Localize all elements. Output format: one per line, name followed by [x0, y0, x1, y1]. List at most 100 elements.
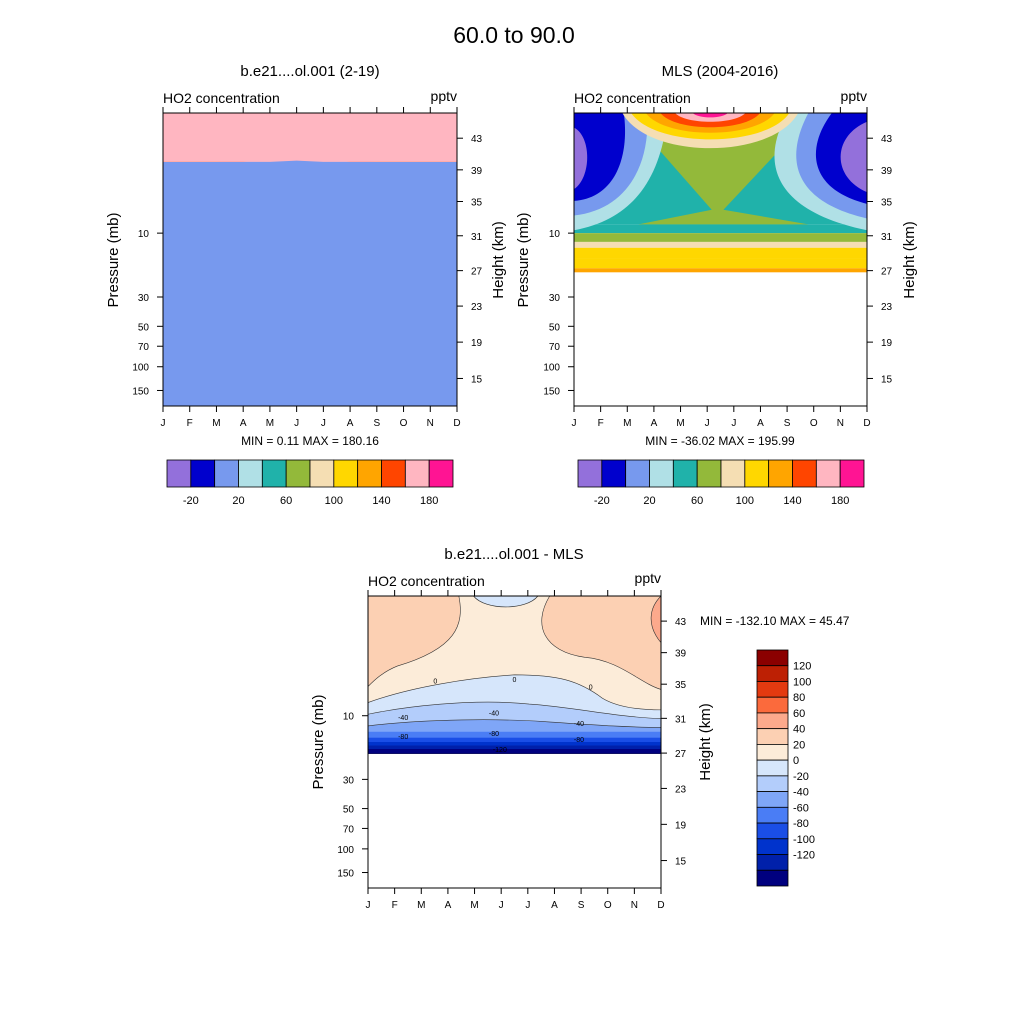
y-tick-label: 150	[543, 386, 560, 397]
x-tick-label: S	[578, 900, 585, 911]
colorbar-label: -20	[594, 495, 610, 507]
colorbar-label: 100	[325, 495, 343, 507]
contour-band	[574, 224, 867, 234]
colorbar-label: 140	[783, 495, 801, 507]
colorbar-label: 100	[736, 495, 754, 507]
colorbar-label: 20	[643, 495, 655, 507]
x-tick-label: N	[427, 418, 434, 429]
colorbar-swatch	[744, 459, 770, 488]
y-tick-right-label: 15	[881, 374, 893, 385]
y-tick-right-label: 27	[471, 267, 483, 278]
colorbar-swatch	[261, 459, 287, 488]
y-tick-right-label: 19	[881, 338, 893, 349]
x-tick-label: A	[347, 418, 354, 429]
panel-model-subtitle: HO2 concentration	[163, 90, 280, 106]
colorbar-swatch	[601, 459, 627, 488]
contour-band	[368, 745, 661, 750]
colorbar-swatch	[839, 459, 865, 488]
panel-mls-stats: MIN = -36.02 MAX = 195.99	[645, 434, 795, 448]
colorbar-swatch	[625, 459, 650, 488]
panel-diff-ylabel: Pressure (mb)	[310, 694, 327, 789]
x-tick-label: J	[294, 418, 299, 429]
contour-band	[574, 272, 867, 406]
x-tick-label: M	[417, 900, 425, 911]
colorbar-swatch	[756, 696, 789, 714]
colorbar-swatch	[756, 854, 789, 871]
colorbar-label: 140	[372, 495, 390, 507]
x-tick-label: A	[757, 418, 764, 429]
colorbar-swatch	[404, 459, 430, 488]
y-tick-right-label: 19	[675, 820, 687, 831]
x-tick-label: O	[810, 418, 818, 429]
contour-label: 0	[589, 684, 593, 691]
y-tick-right-label: 23	[471, 302, 483, 313]
contour-band	[368, 742, 661, 746]
colorbar-swatch	[381, 459, 406, 488]
x-tick-label: D	[657, 900, 664, 911]
colorbar-swatch	[166, 459, 192, 488]
x-tick-label: J	[366, 900, 371, 911]
y-tick-label: 50	[549, 322, 561, 333]
y-tick-right-label: 27	[881, 267, 893, 278]
y-tick-label: 70	[343, 824, 355, 835]
colorbar-label: 120	[793, 661, 811, 673]
colorbar-label: 20	[232, 495, 244, 507]
y-tick-right-label: 39	[881, 166, 893, 177]
y-tick-right-label: 27	[675, 749, 687, 760]
y-tick-right-label: 31	[881, 232, 893, 243]
x-tick-label: F	[392, 900, 398, 911]
colorbar-swatch	[238, 459, 263, 488]
colorbar-swatch	[756, 649, 789, 667]
colorbar-label: 40	[793, 724, 805, 736]
x-tick-label: S	[784, 418, 791, 429]
colorbar-label: -80	[793, 818, 809, 830]
contour-band	[368, 737, 661, 742]
y-tick-right-label: 43	[675, 617, 687, 628]
colorbar-swatch	[768, 459, 793, 488]
x-tick-label: J	[499, 900, 504, 911]
x-tick-label: J	[161, 418, 166, 429]
x-tick-label: A	[445, 900, 452, 911]
panel-model-ylabel: Pressure (mb)	[105, 212, 122, 307]
colorbar-swatch	[285, 459, 311, 488]
contour-label: -40	[398, 715, 408, 722]
y-tick-label: 30	[343, 775, 355, 786]
y-tick-right-label: 35	[881, 197, 893, 208]
colorbar-swatch	[333, 459, 359, 488]
y-tick-label: 150	[132, 386, 149, 397]
colorbar-swatch	[756, 775, 789, 792]
x-tick-label: N	[631, 900, 638, 911]
y-tick-label: 100	[132, 363, 149, 374]
panel-mls: MLS (2004-2016) HO2 concentration pptv P…	[515, 63, 918, 507]
panel-mls-units: pptv	[841, 88, 867, 104]
colorbar-swatch	[577, 459, 603, 488]
colorbar-swatch	[756, 822, 789, 840]
colorbar-label: 180	[420, 495, 438, 507]
x-tick-label: S	[373, 418, 380, 429]
panel-model-ylabel-right: Height (km)	[490, 221, 507, 299]
colorbar-swatch	[309, 459, 335, 488]
colorbar-label: 100	[793, 676, 811, 688]
colorbar-label: 60	[793, 708, 805, 720]
colorbar-swatch	[756, 838, 789, 855]
y-tick-label: 50	[343, 805, 355, 816]
colorbar-label: 60	[691, 495, 703, 507]
colorbar-swatch	[696, 459, 722, 488]
y-tick-right-label: 39	[675, 649, 687, 660]
y-tick-right-label: 35	[471, 197, 483, 208]
plot-frame	[367, 595, 662, 889]
contour-band	[368, 749, 661, 754]
x-tick-label: M	[470, 900, 478, 911]
colorbar-swatch	[756, 681, 789, 698]
x-tick-label: F	[187, 418, 193, 429]
y-tick-right-label: 19	[471, 338, 483, 349]
contour-label: 0	[513, 677, 517, 684]
contour-band	[574, 233, 867, 242]
x-tick-label: M	[676, 418, 684, 429]
colorbar-label: 20	[793, 739, 805, 751]
y-tick-label: 100	[543, 363, 560, 374]
y-tick-label: 70	[138, 342, 150, 353]
x-tick-label: O	[400, 418, 408, 429]
x-tick-label: J	[321, 418, 326, 429]
x-tick-label: J	[705, 418, 710, 429]
